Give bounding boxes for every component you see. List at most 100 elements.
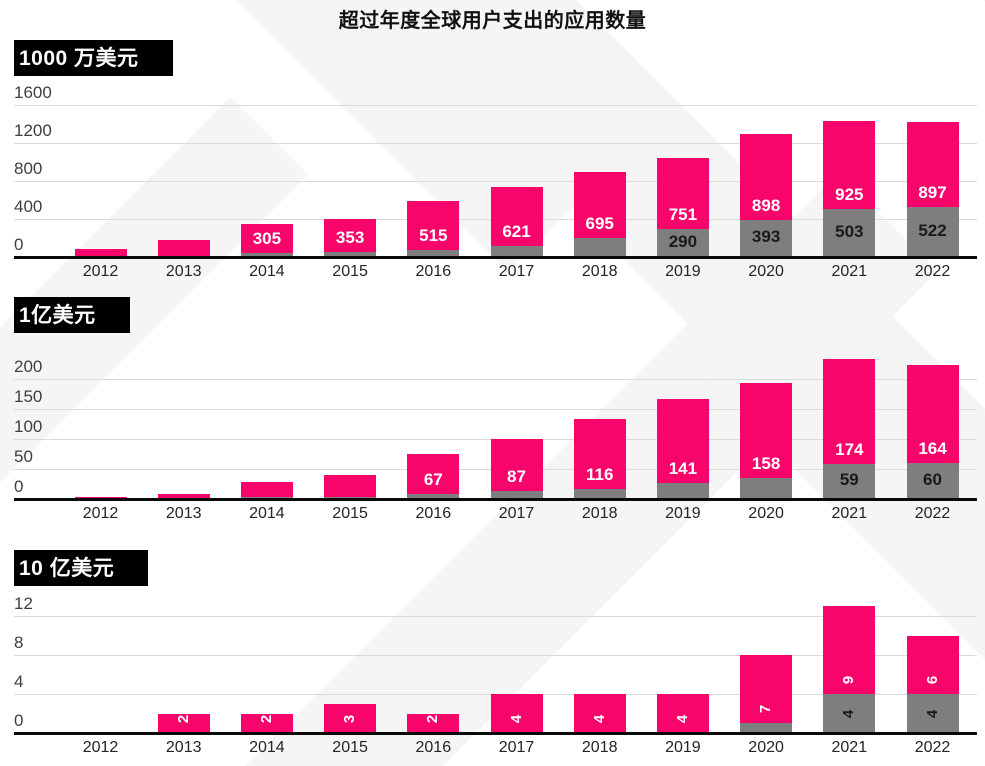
value-label-gray: 4 [840, 709, 858, 718]
value-label-pink: 515 [419, 226, 448, 246]
bar-segment-pink [490, 439, 543, 492]
value-label-pink: 305 [252, 229, 282, 249]
bar-segment-pink [157, 713, 210, 733]
value-label-pink: 898 [751, 195, 781, 215]
x-tick-label: 2014 [249, 505, 285, 522]
bar-segment-pink [157, 494, 210, 499]
bar-segment-gray [240, 253, 293, 257]
value-label-pink: 4 [507, 714, 525, 724]
x-tick-label: 2015 [332, 739, 368, 756]
value-label-pink: 67 [423, 470, 443, 490]
y-tick-label: 0 [14, 235, 24, 254]
bar-segment-gray [324, 496, 377, 499]
x-tick-label: 2015 [332, 263, 368, 280]
bar-segment-gray [906, 207, 959, 257]
bar-segment-pink [573, 171, 626, 238]
bar-segment-gray [490, 245, 543, 257]
value-label-pink: 141 [668, 459, 698, 479]
x-tick-label: 2017 [498, 739, 535, 756]
bar-segment-pink [740, 383, 793, 478]
x-tick-label: 2019 [665, 263, 701, 280]
bar-segment-gray [906, 694, 959, 733]
value-label-pink: 4 [673, 714, 691, 724]
chart-title: 超过年度全球用户支出的应用数量 [338, 10, 647, 32]
y-tick-label: 12 [14, 594, 33, 613]
bar-segment-gray [573, 237, 626, 257]
value-label-pink: 6 [923, 675, 941, 685]
bar-segment-pink [324, 218, 377, 253]
x-tick-label: 2017 [498, 263, 535, 280]
value-label-pink: 2 [257, 714, 275, 724]
bar-segment-pink [656, 158, 709, 230]
x-tick-label: 2014 [249, 263, 285, 280]
value-label-pink: 2 [424, 714, 442, 724]
x-tick-label: 2022 [914, 505, 951, 522]
gridline [14, 409, 977, 410]
value-label-gray: 59 [839, 470, 859, 490]
value-label-pink: 158 [751, 454, 781, 473]
x-tick-label: 2020 [748, 739, 784, 756]
value-label-pink: 164 [918, 439, 947, 458]
bar-segment-pink [407, 201, 460, 251]
bar-segment-pink [240, 224, 293, 254]
x-tick-label: 2012 [82, 739, 119, 756]
bar-segment-pink [74, 249, 127, 257]
y-tick-label: 8 [14, 633, 24, 652]
x-tick-label: 2020 [748, 263, 784, 280]
bar-segment-gray [324, 252, 377, 257]
value-label-pink: 695 [585, 213, 614, 233]
value-label-pink: 621 [502, 221, 531, 241]
threshold-label-100m: 1亿美元 [14, 297, 130, 333]
value-label-pink: 353 [335, 228, 365, 248]
x-tick-label: 2018 [581, 263, 618, 280]
x-tick-label: 2013 [165, 263, 202, 280]
x-tick-label: 2020 [748, 505, 784, 522]
x-tick-label: 2013 [165, 505, 202, 522]
bar-segment-pink [823, 606, 876, 694]
x-tick-label: 2014 [249, 739, 285, 756]
bar-segment-pink [324, 703, 377, 733]
value-label-pink: 116 [585, 464, 614, 484]
x-tick-label: 2019 [665, 739, 701, 756]
value-label-gray: 393 [751, 227, 781, 247]
value-label-pink: 87 [507, 467, 526, 487]
gridline [14, 181, 977, 182]
bar-segment-gray [656, 483, 709, 499]
bar-segment-gray [906, 463, 959, 499]
y-tick-label: 1200 [14, 121, 52, 140]
value-label-pink: 3 [341, 714, 359, 724]
watermark-band [0, 96, 309, 614]
value-label-pink: 751 [668, 205, 698, 225]
bar-segment-pink [573, 419, 626, 489]
value-label-pink: 2 [174, 714, 192, 724]
value-label-gray: 60 [923, 470, 942, 489]
gridline [14, 655, 977, 656]
bar-segment-gray [490, 491, 543, 499]
bar-segment-pink [656, 398, 709, 484]
bar-segment-pink [906, 364, 959, 463]
y-tick-label: 0 [14, 711, 24, 730]
bar-segment-gray [407, 494, 460, 499]
x-tick-label: 2019 [665, 505, 701, 522]
bar-segment-gray [823, 209, 876, 257]
x-tick-label: 2012 [82, 263, 119, 280]
x-tick-label: 2021 [831, 505, 868, 522]
bar-segment-gray [740, 478, 793, 499]
bar-segment-pink [240, 713, 293, 733]
x-tick-label: 2017 [498, 505, 535, 522]
bar-segment-pink [157, 240, 210, 256]
y-tick-label: 800 [14, 159, 43, 178]
gridline [14, 105, 977, 106]
x-tick-label: 2015 [332, 505, 368, 522]
value-label-pink: 174 [835, 439, 864, 459]
gridline [14, 379, 977, 380]
y-tick-label: 4 [14, 672, 24, 691]
value-label-pink: 4 [590, 714, 608, 724]
x-tick-label: 2016 [415, 505, 452, 522]
bar-segment-gray [407, 250, 460, 257]
x-axis-line [14, 732, 977, 735]
threshold-label-1b: 10 亿美元 [14, 550, 149, 586]
bar-segment-gray [573, 488, 626, 499]
y-tick-label: 1600 [14, 83, 52, 102]
